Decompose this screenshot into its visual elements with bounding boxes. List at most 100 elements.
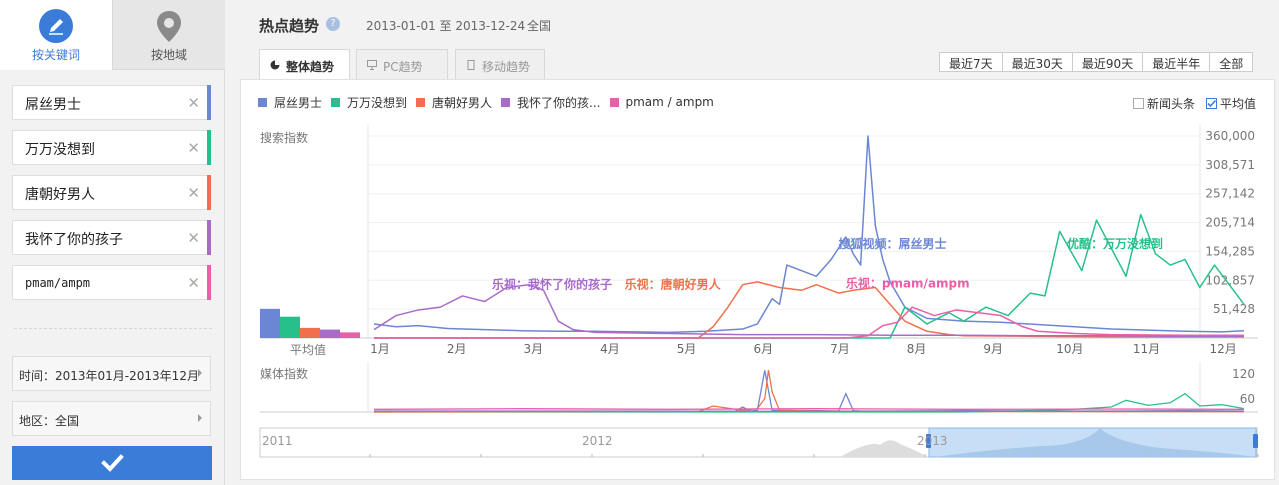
chart-annotation: 乐视：唐朝好男人 [625, 277, 722, 292]
region-filter[interactable]: 地区：全国 [12, 401, 211, 436]
average-checkbox[interactable]: 平均值 [1206, 95, 1256, 112]
y-tick-label: 154,285 [1205, 244, 1255, 258]
divider [14, 328, 212, 329]
chart-annotation: 乐视：pmam/ampm [846, 276, 970, 291]
legend-item[interactable]: 我怀了你的孩... [501, 94, 601, 110]
search-index-label: 搜索指数 [260, 131, 309, 145]
remove-keyword-icon[interactable]: ✕ [187, 94, 200, 112]
time-filter[interactable]: 时间：2013年01月-2013年12月 [12, 356, 211, 391]
x-tick-label: 11月 [1133, 342, 1160, 356]
media-series-line [374, 370, 1245, 412]
keyword-item[interactable]: pmam/ampm ✕ [12, 265, 211, 300]
tab-pc[interactable]: PC趋势 [356, 49, 448, 80]
x-tick-label: 9月 [983, 342, 1003, 356]
x-tick-label: 3月 [523, 342, 543, 356]
chevron-right-icon [198, 414, 202, 422]
legend-label: 我怀了你的孩... [517, 95, 601, 110]
range-all-button[interactable]: 全部 [1210, 52, 1254, 72]
average-bar-label: 平均值 [290, 342, 326, 357]
confirm-button[interactable] [12, 446, 212, 480]
y-tick-label: 308,571 [1205, 158, 1255, 172]
time-filter-label: 时间：2013年01月-2013年12月 [19, 369, 199, 383]
legend-item[interactable]: 万万没想到 [331, 94, 407, 110]
range-half-year-button[interactable]: 最近半年 [1143, 52, 1211, 72]
keyword-item[interactable]: 我怀了你的孩子 ✕ [12, 220, 211, 255]
tab-by-region-label: 按地域 [150, 48, 187, 62]
date-range: 2013-01-01 至 2013-12-24 [366, 19, 526, 33]
news-headline-checkbox[interactable]: 新闻头条 [1133, 95, 1195, 112]
legend-label: pmam / ampm [625, 95, 714, 109]
average-bar [260, 308, 280, 338]
legend-label: 万万没想到 [347, 95, 408, 110]
tab-by-keyword[interactable]: 按关键词 [0, 0, 112, 70]
legend-item[interactable]: 屌丝男士 [258, 94, 322, 110]
keyword-item[interactable]: 万万没想到 ✕ [12, 130, 211, 165]
keyword-color-bar [207, 175, 211, 210]
region-filter-label: 地区：全国 [19, 414, 80, 428]
navigator-year-label: 2011 [262, 434, 293, 448]
keyword-color-bar [207, 130, 211, 165]
range-7d-button[interactable]: 最近7天 [939, 52, 1003, 72]
y-tick-label: 205,714 [1205, 216, 1255, 230]
chart-panel [240, 79, 1275, 480]
navigator-year-label: 2013 [917, 434, 948, 448]
keyword-item[interactable]: 屌丝男士 ✕ [12, 85, 211, 120]
remove-keyword-icon[interactable]: ✕ [187, 274, 200, 292]
legend-item[interactable]: pmam / ampm [609, 94, 714, 110]
remove-keyword-icon[interactable]: ✕ [187, 184, 200, 202]
y-tick-label: 257,142 [1205, 187, 1255, 201]
legend-swatch [258, 97, 267, 107]
series-line [374, 213, 1245, 339]
pie-icon [270, 60, 280, 70]
keyword-text: 唐朝好男人 [25, 187, 95, 203]
range-90d-button[interactable]: 最近90天 [1072, 52, 1144, 72]
average-bar [280, 316, 300, 338]
x-tick-label: 5月 [677, 342, 697, 356]
legend-swatch [609, 97, 619, 107]
remove-keyword-icon[interactable]: ✕ [187, 229, 200, 247]
tab-by-region[interactable]: 按地域 [112, 0, 225, 70]
chart-legend: 屌丝男士 万万没想到 唐朝好男人 我怀了你的孩... pmam / ampm [258, 94, 723, 110]
chevron-right-icon [198, 369, 202, 377]
keyword-color-bar [207, 220, 211, 255]
checkbox-box [1206, 98, 1217, 109]
keyword-color-bar [207, 265, 211, 300]
y-tick-label: 360,000 [1205, 129, 1255, 143]
sidebar-tabs: 按关键词 按地域 [0, 0, 225, 70]
series-line [374, 306, 1244, 339]
average-bar [340, 332, 360, 338]
average-bar [300, 327, 320, 338]
tab-overall-label: 整体趋势 [286, 60, 335, 74]
map-pin-icon [151, 8, 187, 44]
keyword-item[interactable]: 唐朝好男人 ✕ [12, 175, 211, 210]
help-icon[interactable]: ? [326, 17, 340, 31]
keyword-text: 屌丝男士 [25, 97, 81, 113]
navigator-selected-area [935, 428, 1255, 457]
legend-item[interactable]: 唐朝好男人 [416, 94, 492, 110]
media-y-tick-label: 120 [1232, 367, 1255, 381]
tab-overall[interactable]: 整体趋势 [259, 49, 350, 80]
x-tick-label: 12月 [1210, 342, 1237, 356]
keyword-text: 万万没想到 [25, 142, 95, 158]
legend-swatch [501, 97, 511, 107]
media-series-line [373, 408, 1245, 410]
navigator-handle-left [926, 434, 931, 448]
region-label: 全国 [527, 19, 552, 33]
tab-by-keyword-label: 按关键词 [31, 48, 80, 62]
media-index-label: 媒体指数 [260, 367, 309, 381]
series-line [373, 283, 1244, 338]
keyword-color-bar [207, 85, 211, 120]
tab-pc-label: PC趋势 [383, 60, 423, 74]
range-30d-button[interactable]: 最近30天 [1002, 52, 1073, 72]
remove-keyword-icon[interactable]: ✕ [187, 139, 200, 157]
x-tick-label: 10月 [1056, 342, 1083, 356]
x-tick-label: 2月 [447, 342, 467, 356]
legend-swatch [416, 97, 426, 107]
average-bar [320, 329, 340, 338]
chart-annotation: 优酷：万万没想到 [1067, 236, 1163, 251]
keyword-text: pmam/ampm [25, 276, 91, 290]
check-icon [101, 454, 124, 472]
range-buttons: 最近7天 最近30天 最近90天 最近半年 全部 [939, 52, 1254, 72]
sidebar: 按关键词 按地域 屌丝男士 ✕ 万万没想到 ✕ 唐朝好男人 ✕ 我怀了你的孩子 … [0, 0, 225, 485]
